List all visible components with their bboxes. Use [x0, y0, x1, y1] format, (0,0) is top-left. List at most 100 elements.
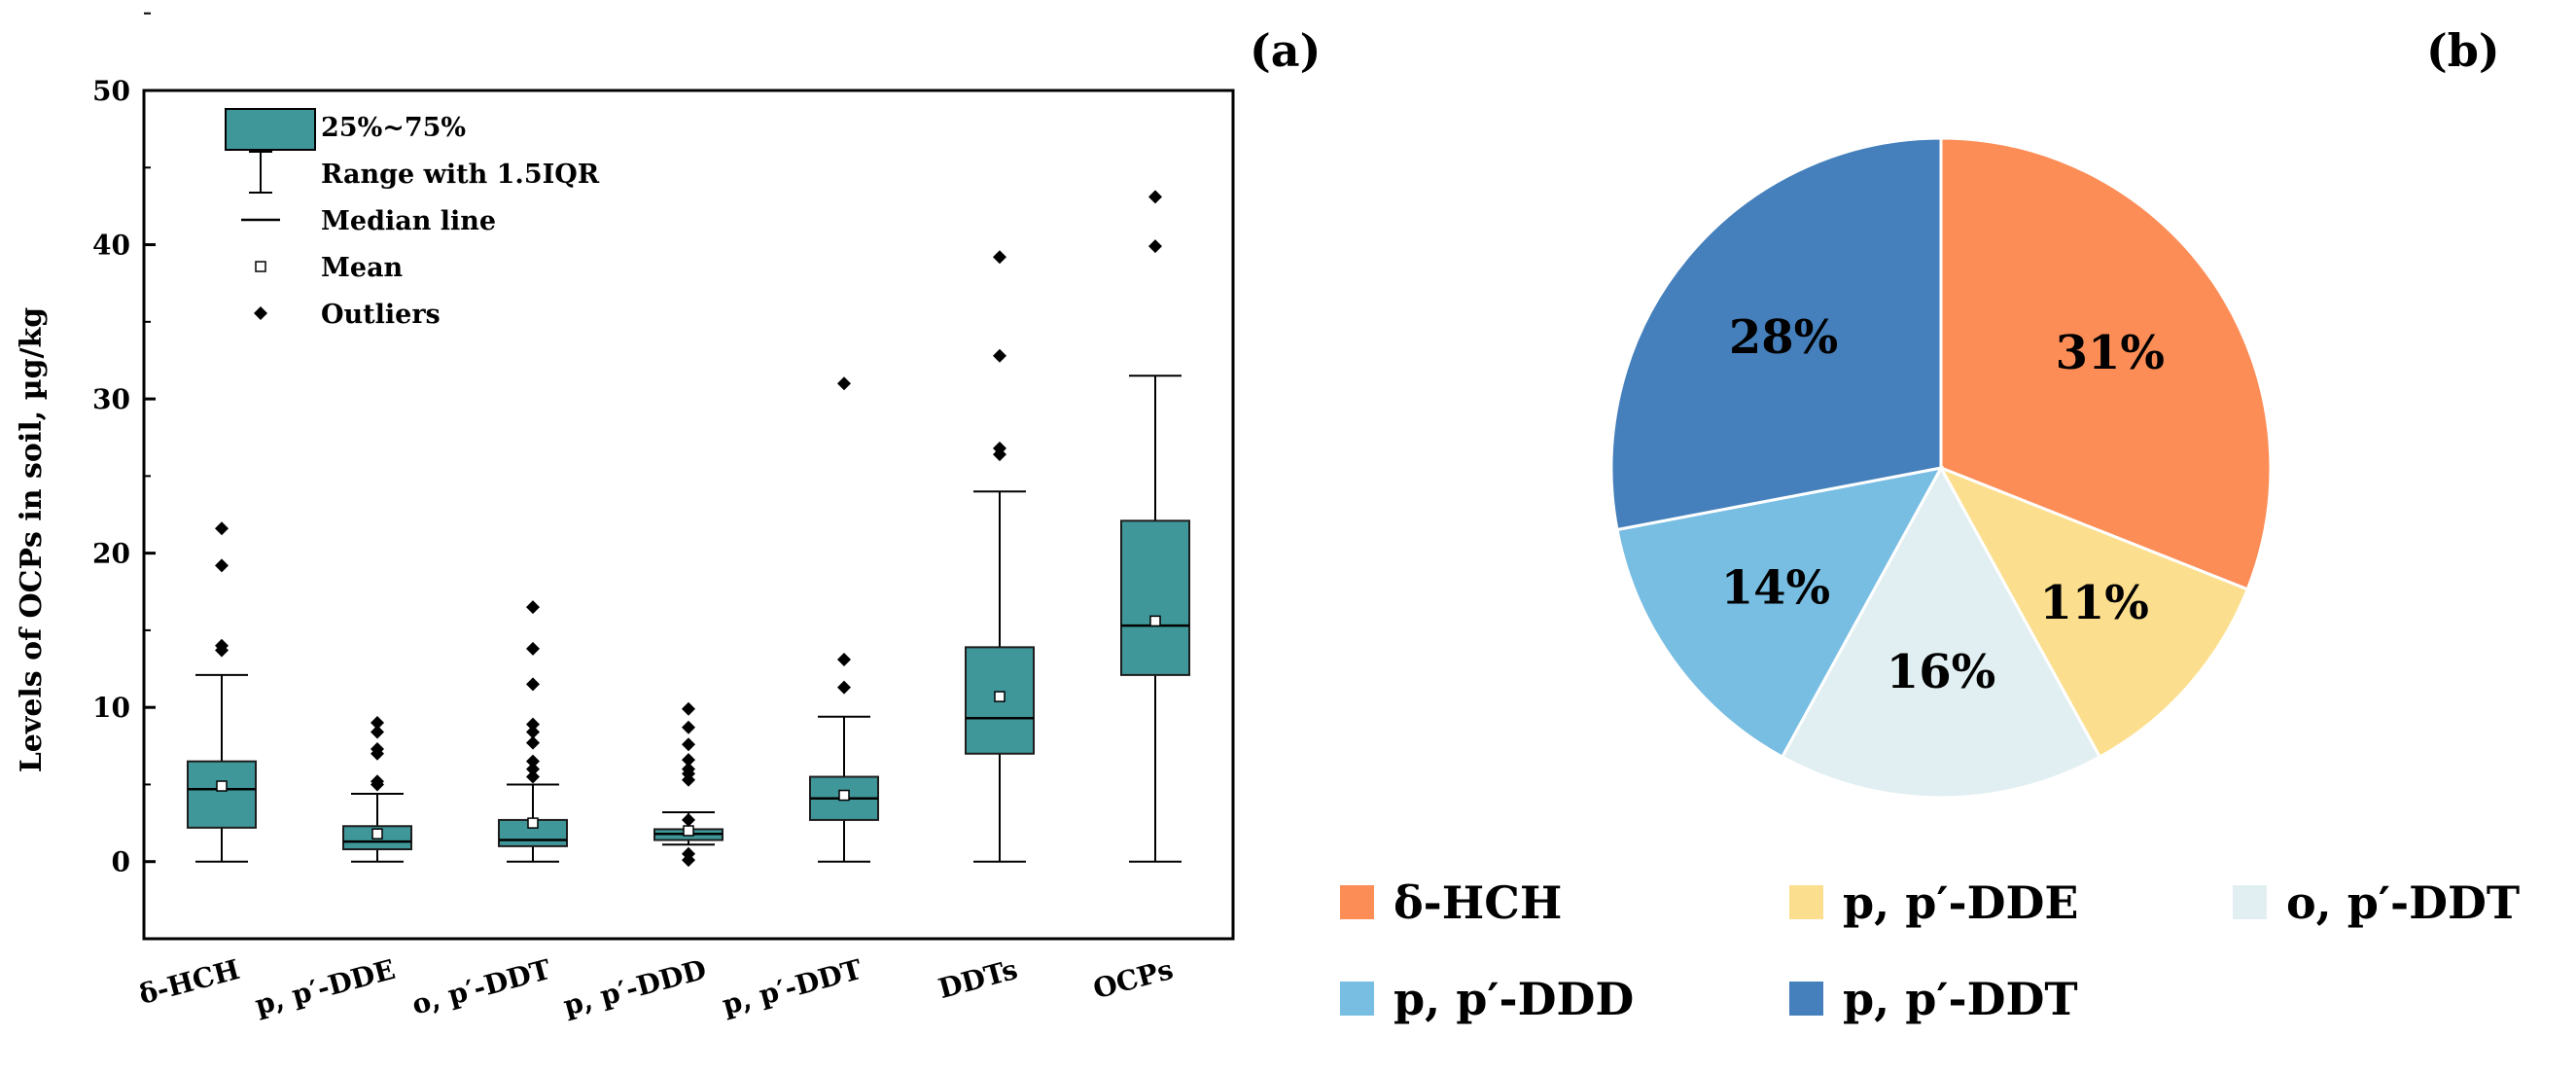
- legend-swatch: [2233, 885, 2267, 919]
- boxplot-legend: 25%~75% Range with 1.5IQR Median line Mean O…: [225, 108, 600, 330]
- pie-percent-label: 14%: [1721, 561, 1830, 616]
- outlier-point: [371, 716, 384, 731]
- x-tick-label: p, p′-DDT: [719, 953, 865, 1021]
- legend-label: 25%~75%: [321, 113, 466, 143]
- mean-marker: [994, 691, 1006, 702]
- outlier-point: [682, 762, 695, 776]
- outlier-point: [215, 521, 229, 536]
- mean-marker: [838, 789, 850, 802]
- legend-label: Range with 1.5IQR: [321, 160, 600, 190]
- legend-label: Mean: [321, 253, 404, 283]
- pie-slice: [1780, 464, 2102, 800]
- pie-slice: [1937, 465, 2250, 760]
- pie-slice: [1615, 465, 1944, 760]
- legend-swatch: [1789, 885, 1823, 919]
- outlier-point: [371, 741, 384, 756]
- y-axis-ticks: 0 10 20 30 40 50: [92, 12, 156, 878]
- box-3: [653, 701, 723, 868]
- outlier-point: [526, 754, 540, 768]
- outlier-point: [1148, 190, 1162, 204]
- x-tick-label: DDTs: [935, 953, 1020, 1005]
- x-axis-labels: δ-HCH p, p′-DDE o, p′-DDT p, p′-DDD p, p′-DD…: [135, 953, 1176, 1022]
- pie-panel: (b) 31% 11% 16% 14% 28% δ-HCH p, p′-DDE o, p′-…: [1340, 24, 2520, 1025]
- mean-marker: [527, 817, 539, 829]
- legend-swatch: [1789, 982, 1823, 1016]
- outlier-point: [526, 762, 540, 776]
- x-tick-label: o, p′-DDT: [408, 953, 554, 1021]
- iqr-box: [187, 760, 257, 829]
- y-tick-label: 30: [92, 383, 130, 415]
- mean-marker: [1149, 615, 1161, 627]
- x-tick-label: δ-HCH: [135, 953, 242, 1011]
- y-tick-label: 50: [92, 75, 130, 107]
- outlier-point: [682, 701, 695, 716]
- outlier-point: [993, 250, 1006, 265]
- legend-swatch: [1340, 885, 1374, 919]
- box-4: [809, 376, 879, 863]
- pie-legend: δ-HCH p, p′-DDE o, p′-DDT p, p′-DDD p, p′-DD…: [1340, 876, 2520, 1025]
- panel-label-b: (b): [2426, 24, 2500, 77]
- boxplot-panel: 0 10 20 30 40 50 Levels of OCPs in soil, µg/k…: [15, 12, 1321, 1022]
- legend-label: p, p′-DDT: [1843, 973, 2078, 1025]
- outlier-point: [371, 774, 384, 789]
- outlier-point: [682, 737, 695, 752]
- outlier-point: [682, 720, 695, 734]
- outlier-point: [526, 735, 540, 750]
- box-series: [187, 190, 1190, 868]
- pie-slice: [1609, 136, 1943, 532]
- box-5: [965, 250, 1035, 863]
- legend-outlier-swatch: [254, 306, 267, 320]
- x-tick-label: p, p′-DDE: [252, 953, 399, 1021]
- outlier-point: [837, 653, 851, 667]
- box-2: [498, 600, 568, 863]
- pie-chart: [1609, 136, 2273, 800]
- y-tick-label: 40: [92, 230, 130, 262]
- outlier-point: [682, 753, 695, 768]
- legend-label: δ-HCH: [1394, 876, 1562, 929]
- legend-box-swatch: [225, 108, 316, 151]
- outlier-point: [526, 677, 540, 692]
- mean-marker: [371, 828, 383, 840]
- outlier-point: [526, 717, 540, 732]
- outlier-point: [526, 600, 540, 615]
- plot-frame: [142, 89, 1235, 941]
- outlier-point: [371, 725, 384, 739]
- pie-percent-labels: 31% 11% 16% 14% 28%: [1721, 310, 2165, 699]
- pie-percent-label: 11%: [2039, 576, 2148, 630]
- legend-label: Median line: [321, 206, 496, 236]
- outlier-point: [526, 725, 540, 739]
- outlier-point: [682, 846, 695, 861]
- outlier-point: [993, 441, 1006, 455]
- outlier-point: [682, 812, 695, 827]
- outlier-point: [837, 680, 851, 695]
- x-tick-label: OCPs: [1090, 953, 1177, 1005]
- box-6: [1120, 190, 1190, 863]
- legend-label: p, p′-DDE: [1843, 876, 2078, 929]
- outlier-point: [526, 641, 540, 656]
- y-tick-label: 0: [112, 846, 130, 878]
- box-1: [342, 716, 412, 863]
- outlier-point: [526, 769, 540, 784]
- legend-label: o, p′-DDT: [2286, 876, 2520, 929]
- y-axis-label: Levels of OCPs in soil, µg/kg: [15, 307, 49, 773]
- mean-marker: [216, 780, 228, 792]
- pie-slice: [1939, 136, 2273, 591]
- box-0: [187, 521, 257, 863]
- pie-percent-label: 31%: [2056, 326, 2165, 380]
- outlier-point: [1148, 239, 1162, 254]
- iqr-box: [1120, 519, 1190, 676]
- legend-swatch: [1340, 982, 1374, 1016]
- outlier-point: [837, 376, 851, 391]
- legend-label: p, p′-DDD: [1394, 973, 1634, 1025]
- x-tick-label: p, p′-DDD: [560, 953, 710, 1022]
- outlier-point: [215, 638, 229, 653]
- pie-percent-label: 16%: [1887, 645, 1995, 699]
- legend-label: Outliers: [321, 300, 441, 330]
- outlier-point: [215, 558, 229, 573]
- panel-label-a: (a): [1250, 24, 1321, 77]
- mean-marker: [683, 825, 694, 837]
- y-tick-label: 10: [92, 692, 130, 724]
- legend-mean-swatch: [255, 261, 266, 272]
- outlier-point: [993, 348, 1006, 363]
